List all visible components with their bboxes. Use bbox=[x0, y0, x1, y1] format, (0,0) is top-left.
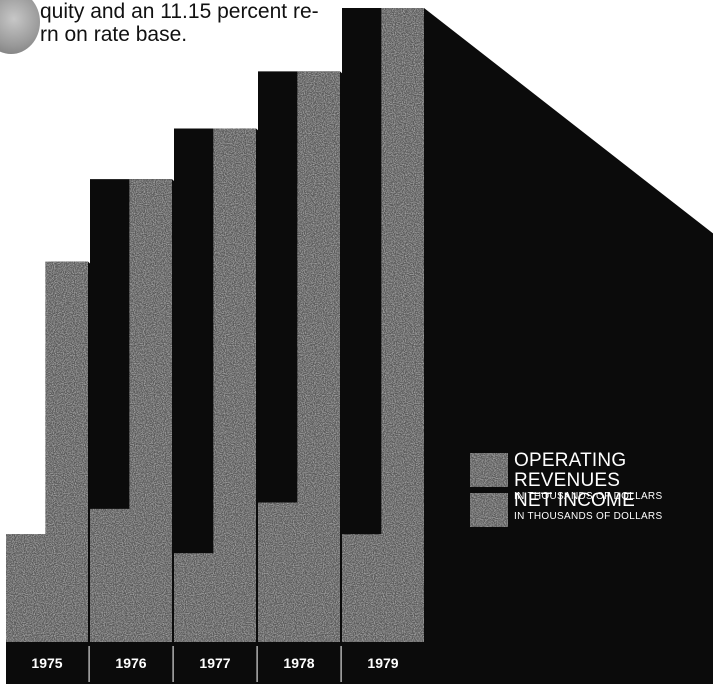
intro-line: rn on rate base. bbox=[40, 23, 188, 46]
year-separator bbox=[172, 646, 174, 682]
legend-unit-operating-revenues: IN THOUSANDS OF DOLLARS bbox=[514, 491, 663, 502]
chart-shadow-shape bbox=[6, 8, 713, 684]
year-label-1975: 1975 bbox=[31, 655, 62, 671]
year-strip bbox=[6, 642, 426, 684]
year-separator bbox=[88, 646, 90, 682]
year-label-1976: 1976 bbox=[115, 655, 146, 671]
bars-group bbox=[6, 8, 424, 642]
legend-item-net-income: NET INCOME IN THOUSANDS OF DOLLARS bbox=[470, 491, 713, 531]
intro-text: quity and an 11.15 percent re- rn on rat… bbox=[40, 0, 360, 46]
legend: OPERATING REVENUES IN THOUSANDS OF DOLLA… bbox=[470, 451, 713, 531]
chart-background bbox=[6, 8, 713, 684]
year-label-1977: 1977 bbox=[199, 655, 230, 671]
year-separator bbox=[256, 646, 258, 682]
legend-item-operating-revenues: OPERATING REVENUES IN THOUSANDS OF DOLLA… bbox=[470, 450, 713, 502]
year-labels-group: 1975 1976 1977 1978 1979 bbox=[31, 646, 399, 682]
bar-net-income-1978 bbox=[258, 502, 340, 642]
intro-line: quity and an 11.15 percent re- bbox=[40, 0, 319, 23]
legend-swatch-operating-revenues bbox=[470, 453, 508, 487]
legend-label-net-income: NET INCOME bbox=[514, 490, 635, 511]
legend-label-operating-revenues: OPERATING REVENUES bbox=[514, 450, 627, 491]
bar-net-income-1975 bbox=[6, 534, 88, 642]
year-label-1978: 1978 bbox=[283, 655, 314, 671]
legend-unit-net-income: IN THOUSANDS OF DOLLARS bbox=[514, 511, 663, 522]
year-separator bbox=[340, 646, 342, 682]
bar-net-income-1976 bbox=[90, 508, 172, 642]
bar-net-income-1977 bbox=[174, 553, 256, 642]
bar-net-income-1979 bbox=[342, 534, 424, 642]
legend-swatch-net-income bbox=[470, 493, 508, 527]
year-label-1979: 1979 bbox=[367, 655, 398, 671]
